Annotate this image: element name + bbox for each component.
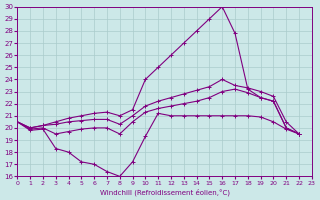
X-axis label: Windchill (Refroidissement éolien,°C): Windchill (Refroidissement éolien,°C): [100, 188, 229, 196]
